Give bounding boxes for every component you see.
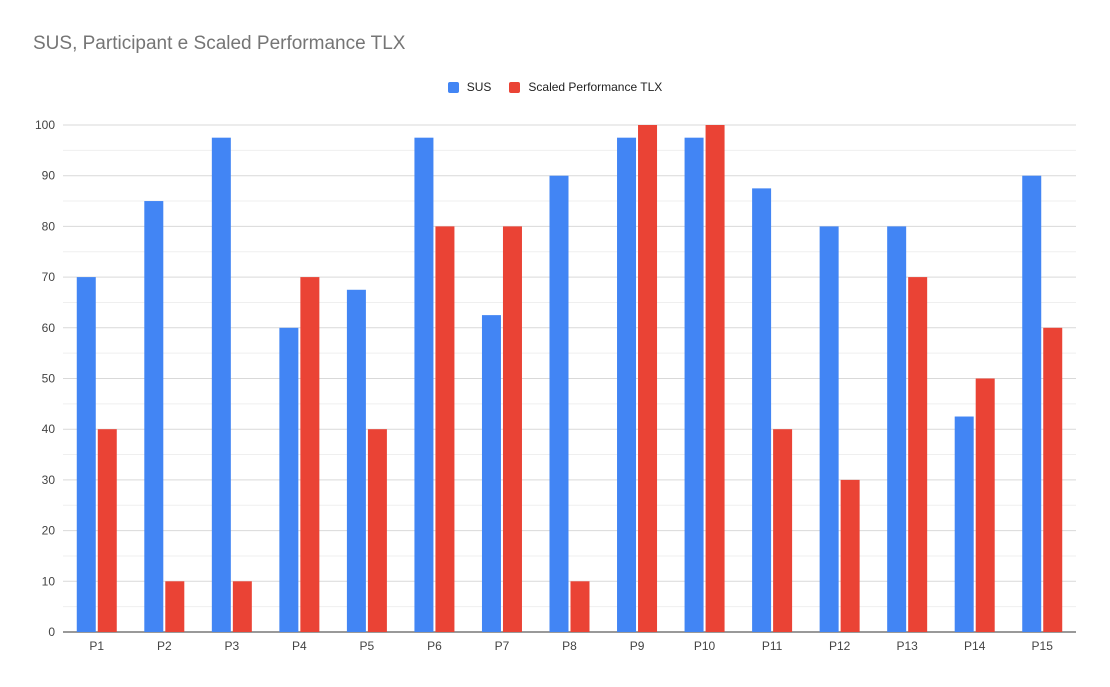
x-tick-label: P5: [360, 639, 375, 653]
bar-sus-p15: [1022, 175, 1042, 632]
legend-swatch-sus: [447, 81, 459, 93]
y-tick-label: 70: [42, 270, 56, 284]
bar-tlx-p10: [705, 125, 725, 632]
legend: SUS Scaled Performance TLX: [0, 80, 1110, 94]
bar-sus-p11: [752, 188, 772, 632]
bar-sus-p4: [279, 327, 299, 632]
bar-tlx-p12: [840, 479, 860, 632]
x-tick-label: P1: [89, 639, 104, 653]
chart-title: SUS, Participant e Scaled Performance TL…: [33, 33, 406, 54]
x-tick-label: P3: [224, 639, 239, 653]
x-tick-label: P8: [562, 639, 577, 653]
bar-tlx-p14: [975, 378, 995, 632]
y-tick-label: 60: [42, 321, 56, 335]
bar-sus-p12: [819, 226, 839, 632]
bar-tlx-p8: [570, 581, 590, 632]
y-tick-label: 80: [42, 219, 56, 233]
y-tick-label: 90: [42, 169, 56, 183]
y-tick-label: 100: [35, 118, 55, 132]
bar-tlx-p13: [908, 277, 928, 632]
y-tick-label: 20: [42, 524, 56, 538]
bar-tlx-p4: [300, 277, 320, 632]
legend-item-sus[interactable]: SUS: [447, 80, 492, 94]
legend-item-tlx[interactable]: Scaled Performance TLX: [509, 80, 662, 94]
y-tick-label: 10: [42, 574, 56, 588]
bar-sus-p9: [617, 137, 637, 633]
bar-sus-p8: [549, 175, 569, 632]
bar-sus-p5: [346, 289, 366, 632]
x-tick-label: P7: [495, 639, 510, 653]
bar-tlx-p3: [232, 581, 252, 632]
y-tick-label: 30: [42, 473, 56, 487]
x-tick-label: P10: [694, 639, 716, 653]
bar-sus-p7: [481, 315, 501, 632]
legend-label-sus: SUS: [466, 80, 492, 94]
y-tick-label: 0: [48, 625, 55, 639]
bar-sus-p10: [684, 137, 704, 633]
legend-swatch-tlx: [509, 81, 521, 93]
bar-tlx-p11: [773, 429, 793, 632]
x-tick-label: P11: [762, 639, 783, 653]
bar-sus-p1: [76, 277, 96, 632]
x-tick-label: P14: [964, 639, 986, 653]
x-tick-label: P6: [427, 639, 442, 653]
bar-sus-p14: [954, 416, 974, 632]
x-tick-label: P13: [896, 639, 918, 653]
bar-sus-p3: [211, 137, 231, 633]
x-tick-label: P4: [292, 639, 307, 653]
bar-tlx-p5: [367, 429, 387, 632]
x-tick-label: P15: [1032, 639, 1054, 653]
x-tick-label: P12: [829, 639, 851, 653]
bar-tlx-p9: [638, 125, 658, 632]
x-tick-label: P2: [157, 639, 172, 653]
x-tick-label: P9: [630, 639, 645, 653]
y-tick-label: 50: [42, 372, 56, 386]
bar-tlx-p6: [435, 226, 455, 632]
bar-sus-p2: [144, 201, 164, 633]
bar-tlx-p1: [97, 429, 117, 632]
legend-label-tlx: Scaled Performance TLX: [528, 80, 663, 94]
bar-tlx-p2: [165, 581, 185, 632]
bar-tlx-p15: [1043, 327, 1063, 632]
bar-sus-p13: [887, 226, 907, 632]
bar-tlx-p7: [502, 226, 522, 632]
y-tick-label: 40: [42, 422, 56, 436]
bar-sus-p6: [414, 137, 434, 633]
